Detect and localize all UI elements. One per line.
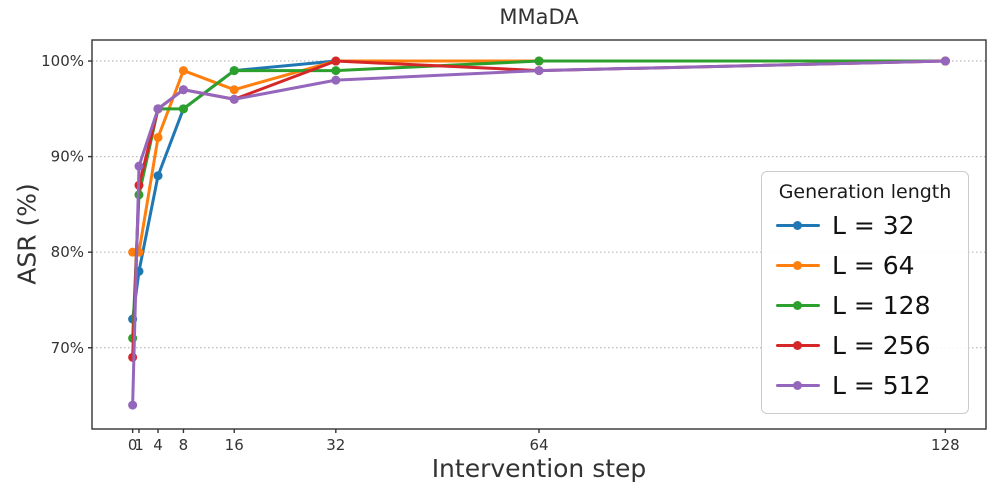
series-line-L64	[131, 59, 947, 254]
legend-marker-dot	[793, 380, 802, 390]
legend-label: L = 256	[832, 330, 931, 360]
series-line-L512	[131, 59, 947, 407]
data-point	[178, 104, 188, 114]
legend-item: L = 256	[776, 325, 954, 365]
data-point	[331, 66, 341, 76]
data-point	[534, 56, 544, 66]
data-point	[229, 66, 239, 76]
legend-line-marker-swatch	[776, 380, 820, 390]
legend-items: L = 32 L = 64 L = 128 L = 256 L = 512	[776, 205, 954, 405]
data-point	[178, 85, 188, 95]
data-point	[940, 56, 950, 66]
legend-item: L = 512	[776, 365, 954, 405]
data-point	[331, 56, 341, 66]
x-tick-label: 1	[134, 436, 144, 454]
legend-title: Generation length	[778, 181, 952, 203]
data-point	[534, 66, 544, 76]
legend-marker-dot	[793, 340, 802, 350]
x-tick-label: 16	[225, 436, 244, 454]
legend-item: L = 32	[776, 205, 954, 245]
legend-label: L = 128	[832, 290, 931, 320]
legend-line-marker-swatch	[776, 300, 820, 310]
data-point	[153, 171, 163, 181]
legend-label: L = 32	[832, 210, 915, 240]
legend-label: L = 64	[832, 250, 915, 280]
legend-marker-dot	[793, 220, 802, 230]
legend: Generation length L = 32 L = 64 L = 128 L =…	[761, 171, 969, 414]
x-tick-label: 0	[128, 436, 138, 454]
legend-marker-dot	[793, 300, 802, 310]
x-tick-label: 4	[153, 436, 163, 454]
y-tick-label: 70%	[51, 339, 84, 357]
x-tick-label: 8	[179, 436, 189, 454]
x-axis-label: Intervention step	[431, 454, 647, 483]
y-tick-label: 100%	[41, 52, 84, 70]
legend-item: L = 64	[776, 245, 954, 285]
y-tick-label: 90%	[51, 148, 84, 166]
data-point	[178, 66, 188, 76]
y-tick-label: 80%	[51, 243, 84, 261]
data-point	[229, 94, 239, 104]
legend-marker-dot	[793, 260, 802, 270]
chart-title: MMaDA	[499, 5, 579, 29]
y-axis-label: ASR (%)	[12, 183, 42, 285]
data-point	[153, 104, 163, 114]
legend-label: L = 512	[832, 370, 931, 400]
x-tick-label: 128	[931, 436, 960, 454]
data-point	[128, 400, 138, 410]
x-tick-label: 64	[529, 436, 548, 454]
data-point	[153, 132, 163, 142]
legend-line-marker-swatch	[776, 340, 820, 350]
data-point	[134, 161, 144, 171]
data-point	[331, 75, 341, 85]
series-line-L128	[131, 59, 947, 340]
legend-item: L = 128	[776, 285, 954, 325]
legend-line-marker-swatch	[776, 260, 820, 270]
x-tick-label: 32	[326, 436, 345, 454]
legend-line-marker-swatch	[776, 220, 820, 230]
data-point	[229, 85, 239, 95]
